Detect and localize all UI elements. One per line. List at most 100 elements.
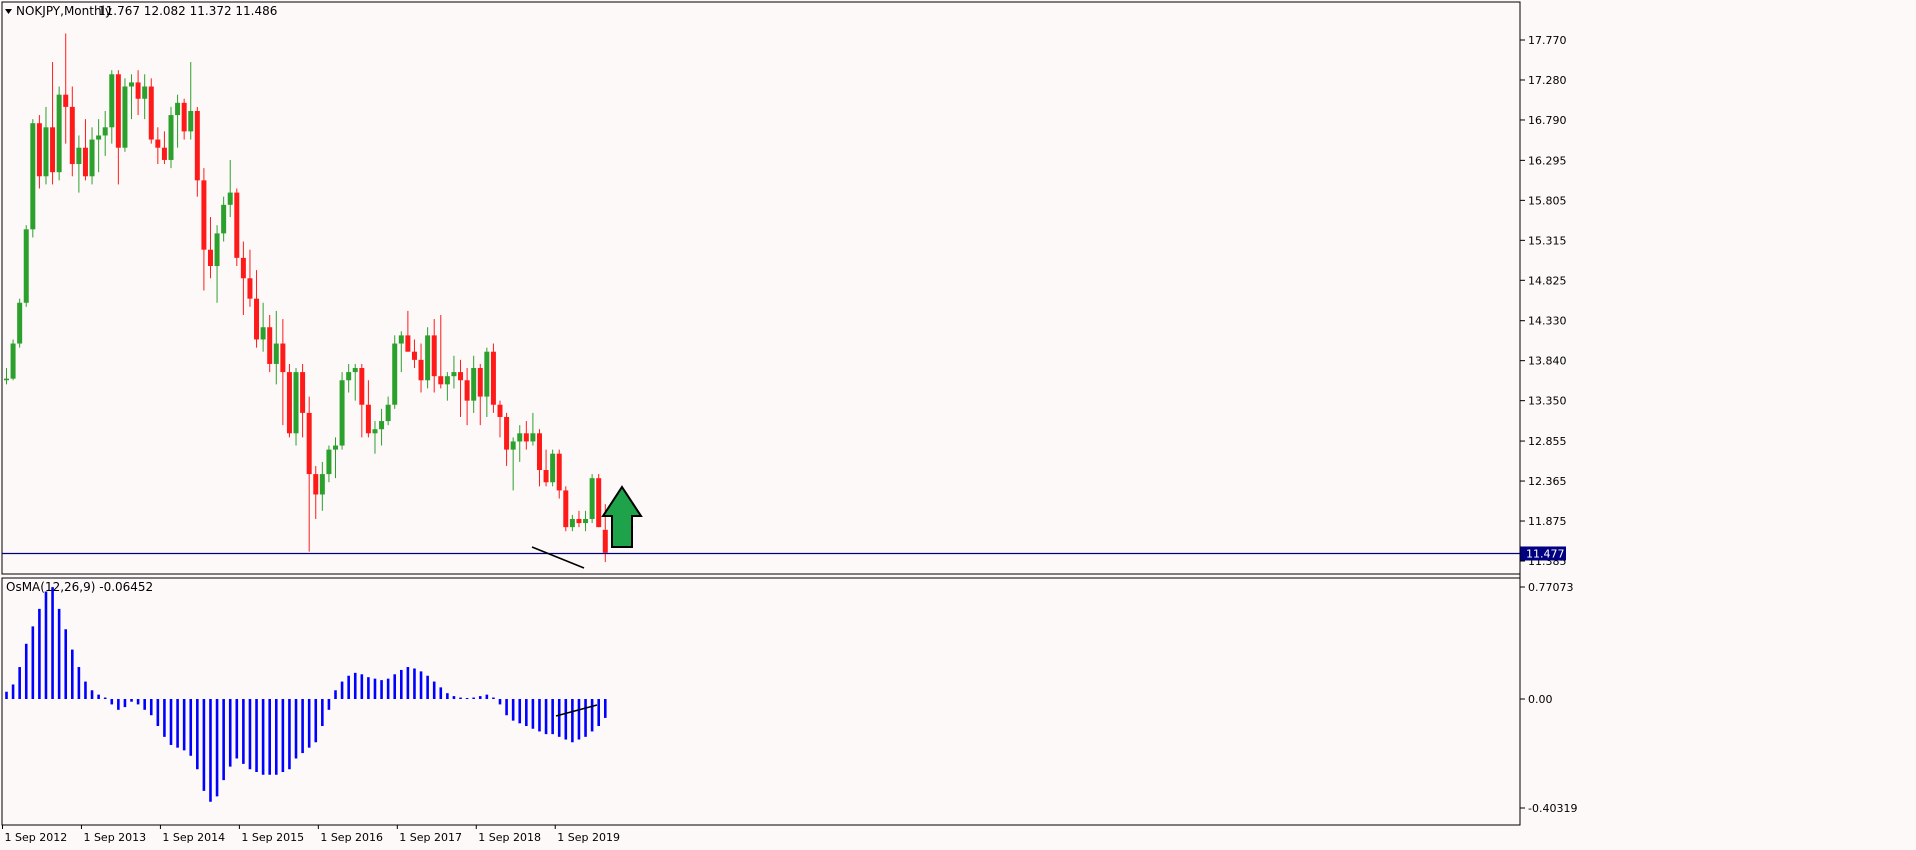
candle[interactable] [17, 298, 23, 348]
candle[interactable] [214, 225, 220, 303]
candle[interactable] [464, 368, 470, 426]
candle[interactable] [23, 225, 29, 307]
candle-body [431, 335, 437, 377]
candle[interactable] [490, 343, 496, 413]
candle[interactable] [359, 363, 365, 438]
candle[interactable] [122, 78, 128, 152]
candle[interactable] [188, 62, 194, 140]
candle[interactable] [63, 33, 69, 144]
candle[interactable] [372, 421, 378, 454]
candle[interactable] [517, 425, 523, 462]
candle[interactable] [365, 380, 371, 438]
candle[interactable] [477, 363, 483, 426]
candle[interactable] [129, 74, 135, 120]
candle[interactable] [504, 412, 510, 466]
candle[interactable] [444, 372, 450, 401]
candle[interactable] [497, 400, 503, 438]
candle[interactable] [273, 310, 279, 385]
candle[interactable] [89, 127, 95, 185]
candle[interactable] [339, 372, 345, 450]
candle[interactable] [589, 474, 595, 524]
candle[interactable] [142, 74, 148, 120]
candle[interactable] [56, 86, 62, 181]
candle[interactable] [405, 310, 411, 352]
candle[interactable] [550, 449, 556, 487]
candle[interactable] [168, 106, 174, 169]
candle[interactable] [484, 347, 490, 417]
candle[interactable] [385, 396, 391, 426]
candle[interactable] [418, 343, 424, 393]
candle[interactable] [536, 429, 542, 487]
candle[interactable] [4, 368, 9, 385]
candle[interactable] [438, 314, 444, 389]
candle[interactable] [109, 70, 115, 144]
candle[interactable] [280, 319, 286, 426]
candle[interactable] [82, 119, 88, 181]
candle[interactable] [352, 363, 358, 401]
candle[interactable] [411, 339, 417, 369]
candle[interactable] [306, 396, 312, 552]
candle[interactable] [135, 70, 141, 116]
candle[interactable] [181, 98, 187, 140]
candle[interactable] [36, 115, 42, 189]
candle[interactable] [530, 412, 536, 446]
candle[interactable] [207, 217, 213, 279]
candle[interactable] [523, 421, 529, 450]
candle[interactable] [563, 486, 569, 532]
candle[interactable] [451, 355, 457, 389]
candle[interactable] [161, 131, 167, 165]
candle[interactable] [576, 510, 582, 528]
candle[interactable] [148, 78, 154, 144]
candle[interactable] [326, 445, 332, 483]
candle[interactable] [50, 62, 56, 185]
candle[interactable] [583, 510, 589, 532]
candle[interactable] [260, 302, 266, 352]
candle[interactable] [471, 355, 477, 413]
candle[interactable] [458, 359, 464, 417]
candle[interactable] [392, 335, 398, 409]
candle[interactable] [398, 331, 404, 373]
candle[interactable] [556, 449, 562, 499]
candle[interactable] [240, 241, 246, 315]
candle[interactable] [227, 159, 233, 218]
candle[interactable] [194, 106, 200, 197]
candle[interactable] [96, 119, 102, 173]
candle[interactable] [10, 339, 16, 381]
candle[interactable] [293, 368, 299, 446]
candle[interactable] [431, 319, 437, 393]
candle-body [273, 343, 279, 364]
candle[interactable] [234, 188, 240, 267]
candle[interactable] [267, 314, 273, 373]
candle[interactable] [221, 196, 227, 242]
candle[interactable] [333, 437, 338, 479]
candle[interactable] [569, 514, 575, 532]
candle[interactable] [115, 70, 121, 185]
up-arrow-icon[interactable] [601, 485, 643, 548]
candle[interactable] [286, 363, 292, 438]
price-trendline[interactable] [531, 546, 585, 569]
candle[interactable] [201, 168, 207, 291]
candle[interactable] [425, 327, 431, 389]
candle[interactable] [313, 465, 319, 519]
candle[interactable] [69, 86, 75, 177]
candle[interactable] [76, 135, 82, 193]
osma-trendline[interactable] [555, 704, 598, 717]
candle[interactable] [247, 249, 253, 307]
candle[interactable] [43, 106, 49, 185]
candle[interactable] [379, 408, 385, 446]
candle[interactable] [596, 474, 602, 528]
candle[interactable] [175, 94, 181, 148]
candle[interactable] [155, 127, 161, 165]
candle[interactable] [543, 449, 549, 487]
candle[interactable] [510, 437, 516, 491]
osma-panel-frame [1, 577, 1521, 826]
candle[interactable] [254, 270, 260, 348]
candle[interactable] [30, 119, 36, 238]
candle[interactable] [346, 363, 352, 393]
candle[interactable] [102, 110, 108, 156]
current-price-tag-label: 11.477 [1526, 547, 1565, 560]
dropdown-triangle-icon[interactable] [5, 9, 12, 14]
candle[interactable] [319, 461, 325, 511]
candle[interactable] [300, 363, 306, 438]
